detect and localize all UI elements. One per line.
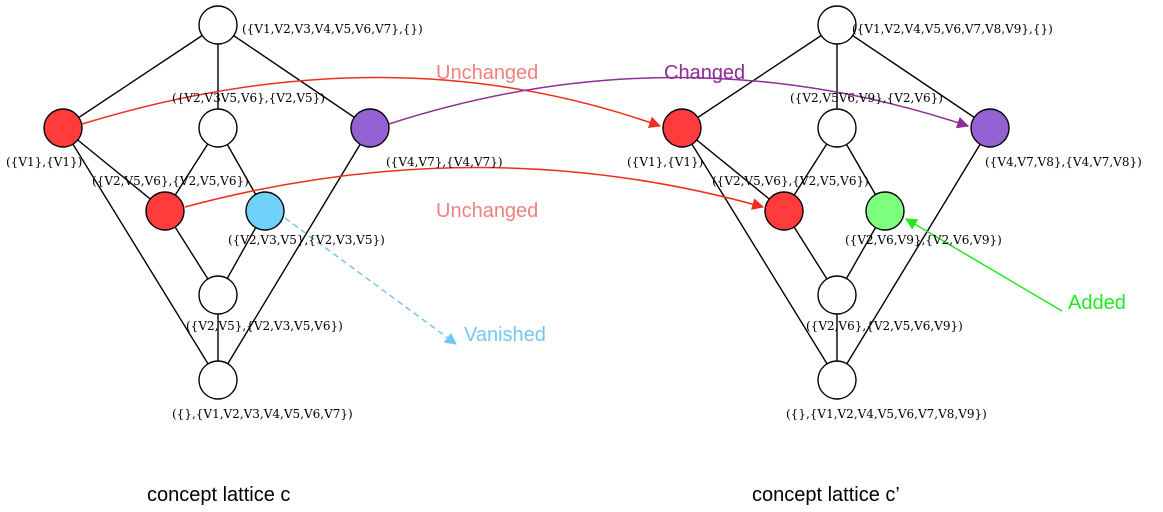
node-c-right	[350, 108, 390, 148]
lattice-c-nodes	[43, 5, 390, 400]
edge-cp-top-right	[836, 24, 991, 129]
annotation-texts: Unchanged Changed Unchanged Vanished Add…	[436, 62, 1126, 346]
edge-cp-top-left	[681, 24, 838, 129]
label-cp-right: ({V4,V7,V8},{V4,V7,V8})	[985, 155, 1142, 169]
annotation-unchanged-top: Unchanged	[436, 62, 538, 84]
label-cp-low: ({V2,V6},{V2,V5,V6,V9})	[806, 319, 963, 333]
edge-c-left-bottom	[62, 127, 219, 381]
node-c-red2	[145, 191, 185, 231]
node-cp-left	[662, 108, 702, 148]
arrow-changed	[388, 76, 970, 129]
arrow-unchanged-mid	[184, 166, 765, 210]
caption-lattice-c: concept lattice c	[147, 484, 290, 506]
label-c-bottom: ({},{V1,V2,V3,V4,V5,V6,V7})	[172, 407, 353, 421]
annotation-changed: Changed	[664, 62, 745, 84]
node-cp-top	[817, 5, 857, 45]
edge-c-top-right	[217, 24, 371, 129]
caption-lattice-c-prime: concept lattice c’	[752, 484, 900, 506]
lattice-c-prime-edges	[681, 24, 991, 381]
node-cp-green	[865, 191, 905, 231]
arrow-added	[904, 218, 1063, 312]
edge-cp-left-red2	[681, 127, 785, 212]
arrow-unchanged-top	[81, 76, 662, 129]
label-cp-top: ({V1,V2,V4,V5,V6,V7,V8,V9},{})	[852, 22, 1053, 36]
arrow-vanished	[284, 217, 457, 345]
node-cp-bottom	[817, 360, 857, 400]
edge-c-left-red2	[62, 127, 166, 212]
lattice-c-edges	[62, 24, 371, 381]
label-c-cyan: ({V2,V3,V5},{V2,V3,V5})	[228, 233, 385, 247]
node-cp-low	[817, 275, 857, 315]
node-c-top	[198, 5, 238, 45]
annotation-arrows	[81, 76, 1063, 345]
label-c-red2: ({V2,V5,V6},{V2,V5,V6})	[92, 174, 249, 188]
label-cp-green: ({V2,V6,V9},{V2,V6,V9})	[845, 233, 1002, 247]
node-c-left	[43, 108, 83, 148]
edge-c-right-bottom	[217, 127, 371, 381]
node-cp-mid	[817, 108, 857, 148]
node-cp-red2	[764, 191, 804, 231]
lattice-c-labels: ({V1,V2,V3,V4,V5,V6,V7},{}) ({V1},{V1}) …	[6, 22, 503, 421]
label-c-top: ({V1,V2,V3,V4,V5,V6,V7},{})	[242, 22, 423, 36]
node-c-cyan	[245, 191, 285, 231]
label-cp-mid: ({V2,V5V6,V9},{V2,V6})	[790, 91, 943, 105]
captions: concept lattice c concept lattice c’	[147, 484, 900, 506]
lattice-c-prime-nodes	[662, 5, 1010, 400]
edge-c-top-left	[62, 24, 219, 129]
node-c-bottom	[198, 360, 238, 400]
edge-cp-left-bottom	[681, 127, 838, 381]
label-cp-red2: ({V2,V5,V6},{V2,V5,V6})	[712, 174, 869, 188]
edge-cp-right-bottom	[836, 127, 991, 381]
lattice-c-prime-labels: ({V1,V2,V4,V5,V6,V7,V8,V9},{}) ({V1},{V1…	[627, 22, 1142, 421]
node-c-mid	[198, 108, 238, 148]
node-c-low	[198, 275, 238, 315]
label-cp-bottom: ({},{V1,V2,V4,V5,V6,V7,V8,V9})	[786, 407, 987, 421]
label-c-mid: ({V2,V3V5,V6},{V2,V5})	[172, 91, 325, 105]
annotation-added: Added	[1068, 292, 1126, 314]
label-c-left: ({V1},{V1})	[6, 155, 82, 169]
label-cp-left: ({V1},{V1})	[627, 155, 703, 169]
annotation-unchanged-mid: Unchanged	[436, 200, 538, 222]
label-c-right: ({V4,V7},{V4,V7})	[386, 155, 503, 169]
label-c-low: ({V2,V5},{V2,V3,V5,V6})	[186, 319, 343, 333]
annotation-vanished: Vanished	[464, 324, 546, 346]
node-cp-right	[970, 108, 1010, 148]
